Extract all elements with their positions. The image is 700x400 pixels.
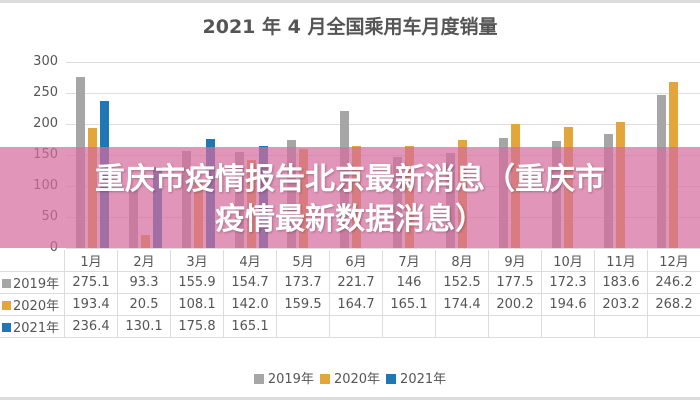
table-cell [488,315,542,338]
table-cell: 236.4 [64,315,118,338]
headline-line-1: 重庆市疫情报告北京最新消息（重庆市 [95,162,605,197]
legend-item: 2021年 [386,368,446,387]
gridline [66,248,700,249]
headline-text: 重庆市疫情报告北京最新消息（重庆市 疫情最新数据消息） [0,160,700,240]
table-cell [382,315,436,338]
table-cell: 246.2 [647,271,700,294]
table-header-cell: 3月 [170,250,224,272]
table-cell: 93.3 [117,271,171,294]
table-header-cell: 9月 [488,250,542,272]
legend-swatch-icon [253,374,264,384]
table-header-cell: 7月 [382,250,436,272]
table-cell: 172.3 [541,271,595,294]
table-row-label: 2019年 [0,271,65,294]
table-cell: 194.6 [541,293,595,316]
legend-swatch-icon [2,279,11,288]
gridline [66,93,700,94]
table-header-cell: 1月 [64,250,118,272]
table-cell [276,315,330,338]
legend-swatch-icon [2,323,11,332]
gridline [66,62,700,63]
table-cell [647,315,700,338]
table-cell [594,315,648,338]
table-corner [0,250,65,272]
table-cell: 193.4 [64,293,118,316]
table-row: 2019年 275.1 93.3 155.9 154.7 173.7 221.7 146 152… [0,271,700,294]
table-cell: 203.2 [594,293,648,316]
table-cell: 142.0 [223,293,277,316]
table-row-label: 2020年 [0,293,65,316]
legend-item: 2020年 [319,368,380,387]
table-cell: 164.7 [329,293,383,316]
legend-swatch-icon [319,374,330,384]
data-table: 1月 2月 3月 4月 5月 6月 7月 8月 9月 10月 11月 12月 2019年 275.1 93… [0,250,700,338]
table-cell: 177.5 [488,271,542,294]
table-cell [435,315,489,338]
table-cell: 130.1 [117,315,171,338]
table-cell: 165.1 [382,293,436,316]
table-row: 2021年 236.4 130.1 175.8 165.1 [0,315,700,338]
table-header-cell: 12月 [647,250,700,272]
table-header-cell: 8月 [435,250,489,272]
table-header-cell: 6月 [329,250,383,272]
table-cell: 174.4 [435,293,489,316]
table-cell: 152.5 [435,271,489,294]
table-cell [541,315,595,338]
table-cell [329,315,383,338]
bottom-border [0,397,700,400]
chart-title: 2021 年 4 月全国乘用车月度销量 [202,16,498,38]
table-header-cell: 2月 [117,250,171,272]
headline-banner [0,147,700,248]
table-header-row: 1月 2月 3月 4月 5月 6月 7月 8月 9月 10月 11月 12月 [0,250,700,272]
table-cell: 175.8 [170,315,224,338]
legend-swatch-icon [2,301,11,310]
table-cell: 20.5 [117,293,171,316]
table-cell: 275.1 [64,271,118,294]
table-header-cell: 5月 [276,250,330,272]
y-tick-label: 300 [33,54,58,69]
top-border [0,0,700,3]
legend-swatch-icon [386,374,397,384]
table-cell: 268.2 [647,293,700,316]
legend-item: 2019年 [253,368,314,387]
table-cell: 183.6 [594,271,648,294]
y-tick-label: 250 [33,85,58,100]
table-cell: 154.7 [223,271,277,294]
table-header-cell: 10月 [541,250,595,272]
table-row: 2020年 193.4 20.5 108.1 142.0 159.5 164.7 165.1 1… [0,293,700,316]
gridline [66,124,700,125]
table-cell: 200.2 [488,293,542,316]
table-cell: 173.7 [276,271,330,294]
table-cell: 155.9 [170,271,224,294]
table-header-cell: 4月 [223,250,277,272]
table-cell: 146 [382,271,436,294]
table-cell: 221.7 [329,271,383,294]
table-cell: 165.1 [223,315,277,338]
headline-line-2: 疫情最新数据消息） [215,202,485,237]
table-cell: 159.5 [276,293,330,316]
table-row-label: 2021年 [0,315,65,338]
table-header-cell: 11月 [594,250,648,272]
table-cell: 108.1 [170,293,224,316]
y-tick-label: 200 [33,116,58,131]
legend: 2019年 2020年 2021年 [0,368,700,387]
